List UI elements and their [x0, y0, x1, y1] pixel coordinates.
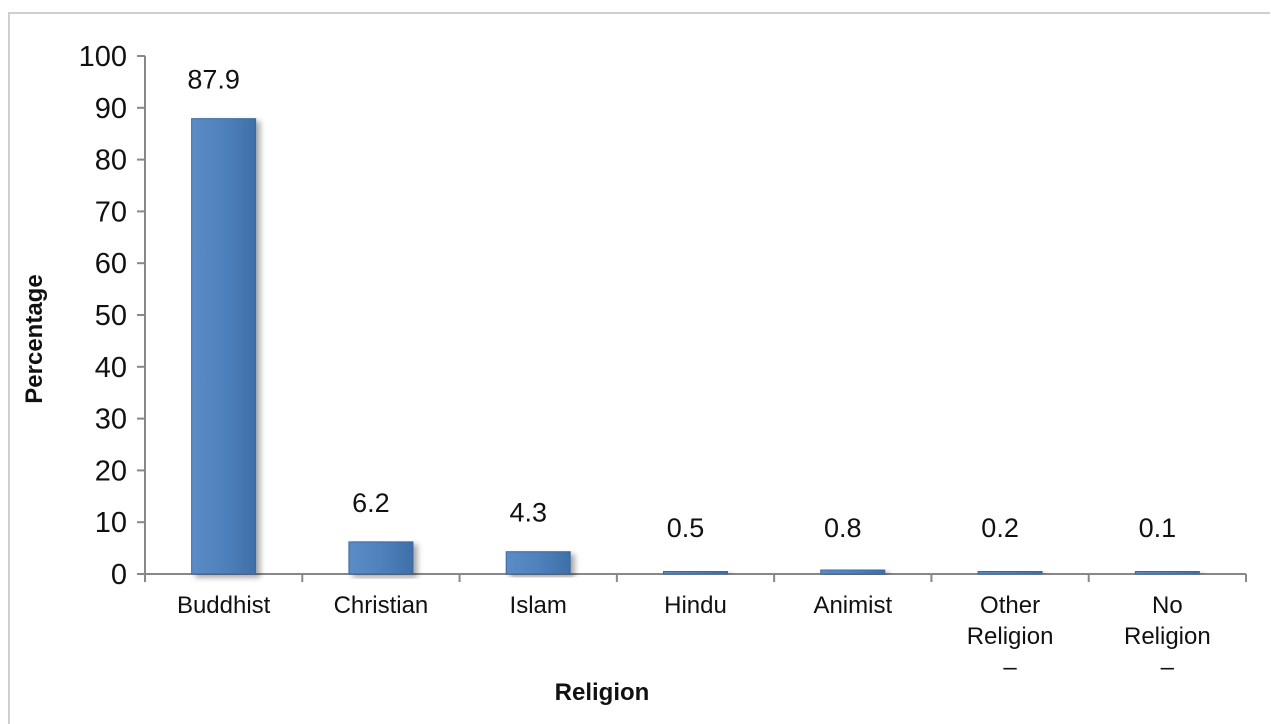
data-label: 6.2 — [352, 488, 390, 518]
y-tick-label: 50 — [95, 300, 127, 332]
bar — [977, 571, 1043, 575]
data-label: 0.2 — [981, 513, 1019, 543]
x-category-label: No — [1152, 592, 1183, 619]
x-category-label: – — [1003, 654, 1017, 681]
x-category-label: Animist — [813, 592, 892, 619]
data-label: 87.9 — [187, 65, 240, 95]
y-tick-label: 0 — [111, 559, 127, 591]
bar — [1134, 571, 1200, 575]
bar — [348, 541, 414, 575]
y-tick-label: 10 — [95, 507, 127, 539]
bar — [663, 570, 728, 575]
x-category-label: Christian — [334, 592, 429, 619]
y-tick-label: 90 — [95, 93, 127, 125]
y-tick-label: 70 — [95, 196, 127, 228]
y-tick-label: 40 — [95, 352, 127, 384]
x-category-label: Religion — [967, 623, 1054, 650]
y-axis: 0 10 20 30 40 50 60 70 80 90 100 — [79, 41, 146, 591]
bar — [505, 551, 571, 575]
y-tick-label: 100 — [79, 41, 127, 73]
y-tick-label: 60 — [95, 248, 127, 280]
bar — [820, 569, 886, 575]
x-category-label: Buddhist — [177, 592, 271, 619]
x-axis: Buddhist Christian Islam Hindu Animist Other R… — [144, 573, 1247, 681]
bars — [191, 118, 1200, 575]
y-tick-label: 20 — [95, 455, 127, 487]
x-category-label: – — [1161, 654, 1175, 681]
y-tick-label: 30 — [95, 404, 127, 436]
data-label: 0.8 — [824, 513, 862, 543]
data-label: 0.1 — [1139, 513, 1177, 543]
x-category-label: Islam — [510, 592, 567, 619]
bar — [191, 118, 257, 575]
y-axis-title: Percentage — [21, 274, 48, 403]
x-category-label: Hindu — [664, 592, 727, 619]
chart-frame — [8, 12, 1270, 724]
data-label: 4.3 — [509, 498, 547, 528]
x-axis-title: Religion — [555, 679, 650, 706]
y-tick-label: 80 — [95, 145, 127, 177]
x-category-label: Religion — [1124, 623, 1211, 650]
x-category-label: Other — [980, 592, 1040, 619]
data-labels: 87.9 6.2 4.3 0.5 0.8 0.2 0.1 — [187, 65, 1176, 543]
data-label: 0.5 — [667, 513, 705, 543]
